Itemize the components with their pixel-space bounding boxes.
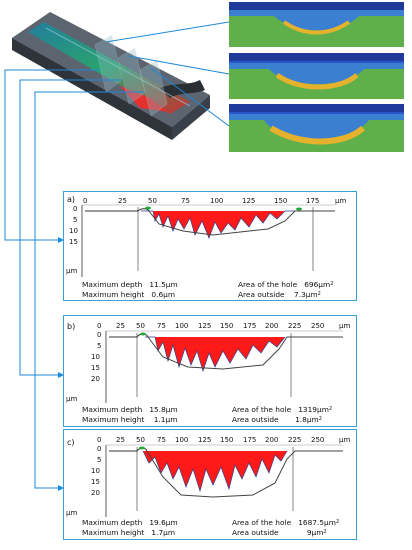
svg-text:75: 75 — [157, 322, 166, 330]
surface-3d-render — [12, 12, 210, 140]
svg-text:225: 225 — [288, 436, 301, 444]
svg-text:175: 175 — [243, 436, 256, 444]
profile-chart-b: b) 0 25 50 75 100 125 150 175 200 225 25… — [66, 322, 350, 403]
svg-text:25: 25 — [116, 322, 125, 330]
stat-max-depth-a: Maximum depth 11.5µm — [82, 280, 178, 289]
svg-text:5: 5 — [73, 216, 77, 224]
stat-max-depth-c: Maximum depth 19.6µm — [82, 518, 178, 527]
svg-text:0: 0 — [73, 205, 77, 213]
panel-letter-a: a) — [67, 195, 75, 204]
stat-area-hole-a: Area of the hole 696µm2 — [238, 280, 334, 289]
svg-text:50: 50 — [136, 436, 145, 444]
cross-section-image-2 — [229, 53, 404, 99]
svg-text:175: 175 — [243, 322, 256, 330]
stat-area-outside-a: Area outside 7.3µm2 — [238, 290, 321, 299]
svg-text:100: 100 — [175, 436, 188, 444]
svg-text:15: 15 — [91, 478, 100, 486]
svg-text:µm: µm — [66, 395, 77, 403]
svg-text:µm: µm — [66, 509, 77, 517]
x-tick-labels: 0 25 50 75 100 125 150 175 µm — [83, 197, 346, 205]
svg-text:0: 0 — [97, 445, 101, 453]
panel-letter-c: c) — [67, 438, 75, 447]
profile-panel-b — [63, 315, 357, 427]
stat-area-hole-c: Area of the hole 1687.5µm2 — [232, 518, 340, 527]
svg-text:125: 125 — [242, 197, 255, 205]
svg-text:250: 250 — [311, 322, 324, 330]
cross-section-image-3 — [229, 104, 404, 152]
profile-chart-c: c) 0 25 50 75 100 125 150 175 200 225 25… — [66, 436, 350, 517]
svg-text:0: 0 — [83, 197, 87, 205]
svg-text:25: 25 — [116, 436, 125, 444]
svg-text:125: 125 — [198, 322, 211, 330]
svg-text:200: 200 — [265, 436, 278, 444]
svg-text:50: 50 — [148, 197, 157, 205]
cross-section-image-1 — [229, 2, 404, 47]
svg-text:200: 200 — [265, 322, 278, 330]
stat-max-height-a: Maximum height 0.6µm — [82, 290, 176, 299]
svg-text:0: 0 — [97, 331, 101, 339]
svg-text:50: 50 — [136, 322, 145, 330]
stat-max-depth-b: Maximum depth 15.8µm — [82, 405, 178, 414]
x-tick-labels: 0 25 50 75 100 125 150 175 200 225 250 µ… — [97, 436, 350, 444]
svg-text:150: 150 — [220, 436, 233, 444]
svg-text:10: 10 — [69, 227, 78, 235]
svg-text:175: 175 — [306, 197, 319, 205]
svg-text:µm: µm — [66, 267, 77, 275]
stat-area-outside-b: Area outside 1.8µm2 — [232, 415, 322, 424]
stat-area-outside-c: Area outside 9µm2 — [232, 528, 327, 537]
svg-text:150: 150 — [274, 197, 287, 205]
svg-text:5: 5 — [97, 456, 101, 464]
y-tick-labels: 0 5 10 15 20 µm — [66, 445, 101, 517]
svg-text:25: 25 — [118, 197, 127, 205]
svg-text:15: 15 — [91, 364, 100, 372]
y-tick-labels: 0 5 10 15 µm — [66, 205, 78, 275]
svg-text:µm: µm — [339, 436, 350, 444]
svg-text:20: 20 — [91, 489, 100, 497]
y-tick-labels: 0 5 10 15 20 µm — [66, 331, 101, 403]
stat-max-height-b: Maximum height 1.1µm — [82, 415, 178, 424]
svg-text:0: 0 — [97, 436, 101, 444]
svg-text:10: 10 — [91, 467, 100, 475]
svg-text:250: 250 — [311, 436, 324, 444]
svg-text:0: 0 — [97, 322, 101, 330]
svg-text:75: 75 — [157, 436, 166, 444]
svg-text:5: 5 — [97, 342, 101, 350]
stat-area-hole-b: Area of the hole 1319µm2 — [232, 405, 333, 414]
x-tick-labels: 0 25 50 75 100 125 150 175 200 225 250 µ… — [97, 322, 350, 330]
svg-text:15: 15 — [69, 238, 78, 246]
stat-max-height-c: Maximum height 1.7µm — [82, 528, 176, 537]
panel-letter-b: b) — [67, 322, 75, 331]
profile-chart-a: a) 0 25 50 75 100 125 150 175 µm 0 5 10 … — [66, 195, 346, 277]
svg-text:10: 10 — [91, 353, 100, 361]
svg-text:225: 225 — [288, 322, 301, 330]
svg-text:20: 20 — [91, 375, 100, 383]
svg-text:100: 100 — [175, 322, 188, 330]
profile-panel-a — [63, 191, 357, 301]
svg-text:µm: µm — [335, 197, 346, 205]
svg-text:75: 75 — [181, 197, 190, 205]
svg-text:µm: µm — [339, 322, 350, 330]
profile-panel-c — [63, 429, 357, 540]
svg-text:125: 125 — [198, 436, 211, 444]
svg-text:150: 150 — [220, 322, 233, 330]
svg-text:100: 100 — [210, 197, 223, 205]
